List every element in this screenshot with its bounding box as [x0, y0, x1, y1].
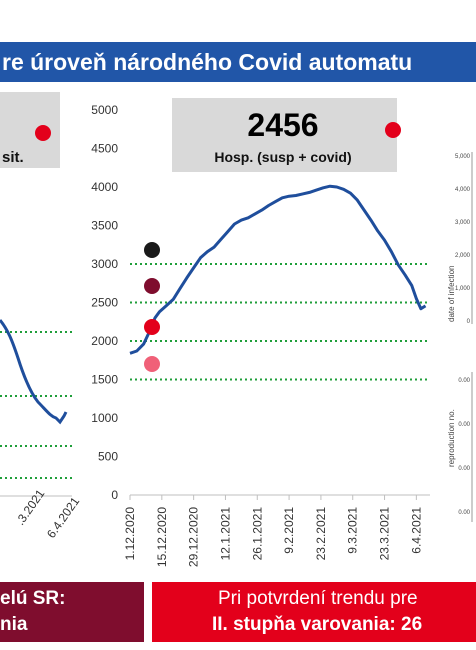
- left-x-tick: .3.2021: [13, 487, 48, 528]
- left-status-dot: [35, 125, 51, 141]
- right-top-tick: 5,000: [455, 154, 471, 160]
- status-dot: [385, 122, 401, 138]
- x-tick-label: 9.2.2021: [282, 507, 296, 554]
- hospitalization-chart: 0 500 1000 1500 2000 2500 3000 3500 4000 4500 5000…: [91, 98, 430, 567]
- right-top-ylabel: date of infection: [447, 266, 456, 322]
- left-series-line: [0, 319, 68, 425]
- y-tick-label: 4000: [91, 180, 118, 194]
- x-tick-label: 23.3.2021: [378, 507, 392, 561]
- right-bottom-tick: 0.00: [458, 422, 470, 428]
- y-tick-label: 2000: [91, 334, 118, 348]
- alert-left-line1: elú SR:: [0, 588, 66, 609]
- y-tick-label: 1000: [91, 411, 118, 425]
- alert-right-line1: Pri potvrdení trendu pre: [218, 588, 418, 609]
- alert-left-line2: nia: [0, 614, 28, 635]
- left-x-tick: 6.4.2021: [44, 494, 82, 541]
- hospitalization-series-line: [129, 184, 427, 355]
- right-top-tick: 2,000: [455, 253, 471, 259]
- title-banner: re úroveň národného Covid automatu: [0, 42, 476, 82]
- alert-box-left: elú SR: nia: [0, 582, 144, 642]
- x-tick-label: 26.1.2021: [250, 507, 264, 561]
- right-bottom-tick: 0.00: [458, 378, 470, 384]
- alert-right-line2: II. stupňa varovania: 26: [212, 614, 423, 635]
- y-tick-label: 2500: [91, 296, 118, 310]
- right-bottom-ylabel: reproduction no.: [447, 409, 456, 467]
- right-bottom-tick: 0.00: [458, 510, 470, 516]
- legend-dot: [144, 356, 160, 372]
- right-top-tick: 0: [467, 319, 471, 325]
- x-tick-label: 6.4.2021: [409, 507, 423, 554]
- callout-value: 2456: [247, 107, 318, 143]
- right-bottom-tick: 0.00: [458, 466, 470, 472]
- x-tick-label: 12.1.2021: [218, 507, 232, 561]
- right-top-tick: 4,000: [455, 187, 471, 193]
- alert-box-right: Pri potvrdení trendu pre II. stupňa varo…: [152, 582, 476, 642]
- y-tick-label: 1500: [91, 373, 118, 387]
- y-tick-label: 0: [111, 488, 118, 502]
- legend-dot: [144, 242, 160, 258]
- banner-title: re úroveň národného Covid automatu: [2, 49, 413, 75]
- right-top-tick: 1,000: [455, 286, 471, 292]
- callout-box: [172, 98, 397, 172]
- x-tick-label: 9.3.2021: [346, 507, 360, 554]
- y-tick-label: 4500: [91, 142, 118, 156]
- y-tick-label: 500: [98, 450, 118, 464]
- dashboard-charts: sit. .3.2021 6.4.2021 0 500 1000 1500 2000 25…: [0, 92, 473, 567]
- right-top-tick: 3,000: [455, 220, 471, 226]
- partial-left-chart: sit. .3.2021 6.4.2021: [0, 92, 82, 541]
- legend-dot: [144, 319, 160, 335]
- left-callout-label: sit.: [2, 149, 24, 166]
- legend-dot: [144, 278, 160, 294]
- x-tick-label: 29.12.2020: [187, 507, 201, 567]
- x-tick-label: 1.12.2020: [123, 507, 137, 561]
- x-tick-label: 15.12.2020: [155, 507, 169, 567]
- x-tick-label: 23.2.2021: [314, 507, 328, 561]
- y-tick-label: 5000: [91, 103, 118, 117]
- y-tick-label: 3000: [91, 257, 118, 271]
- right-partial-chart: date of infection reproduction no. 5,000…: [447, 152, 473, 522]
- callout-label: Hosp. (susp + covid): [214, 149, 351, 165]
- y-tick-label: 3500: [91, 219, 118, 233]
